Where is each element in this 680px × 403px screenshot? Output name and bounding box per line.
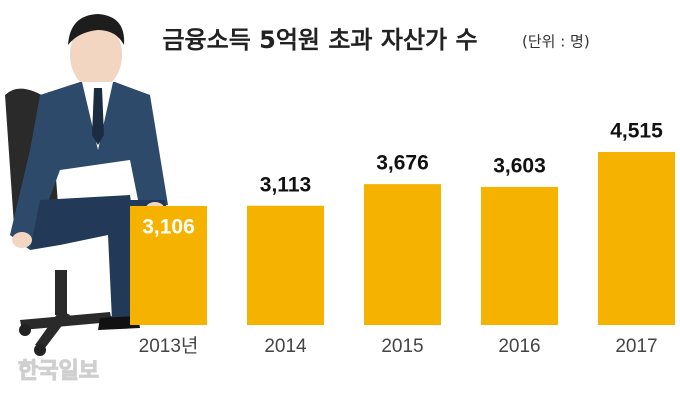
bar — [130, 205, 207, 325]
value-label: 4,515 — [610, 120, 663, 143]
value-label: 3,676 — [376, 152, 429, 175]
x-tick-label: 2014 — [264, 336, 307, 357]
bar — [247, 205, 324, 325]
x-tick-label: 2015 — [381, 336, 423, 357]
value-label: 3,106 — [142, 216, 195, 239]
x-tick-label: 2016 — [498, 336, 540, 357]
chart-title: 금융소득 5억원 초과 자산가 수 — [162, 26, 477, 54]
chart-subtitle: (단위 : 명) — [522, 33, 590, 51]
bar — [364, 184, 441, 325]
value-label: 3,113 — [260, 173, 311, 196]
value-label: 3,603 — [493, 154, 546, 177]
bar — [481, 186, 558, 325]
bar — [598, 152, 675, 325]
watermark: 한국일보 — [18, 359, 99, 384]
x-tick-label: 2013년 — [139, 335, 199, 357]
x-tick-label: 2017 — [615, 336, 657, 357]
